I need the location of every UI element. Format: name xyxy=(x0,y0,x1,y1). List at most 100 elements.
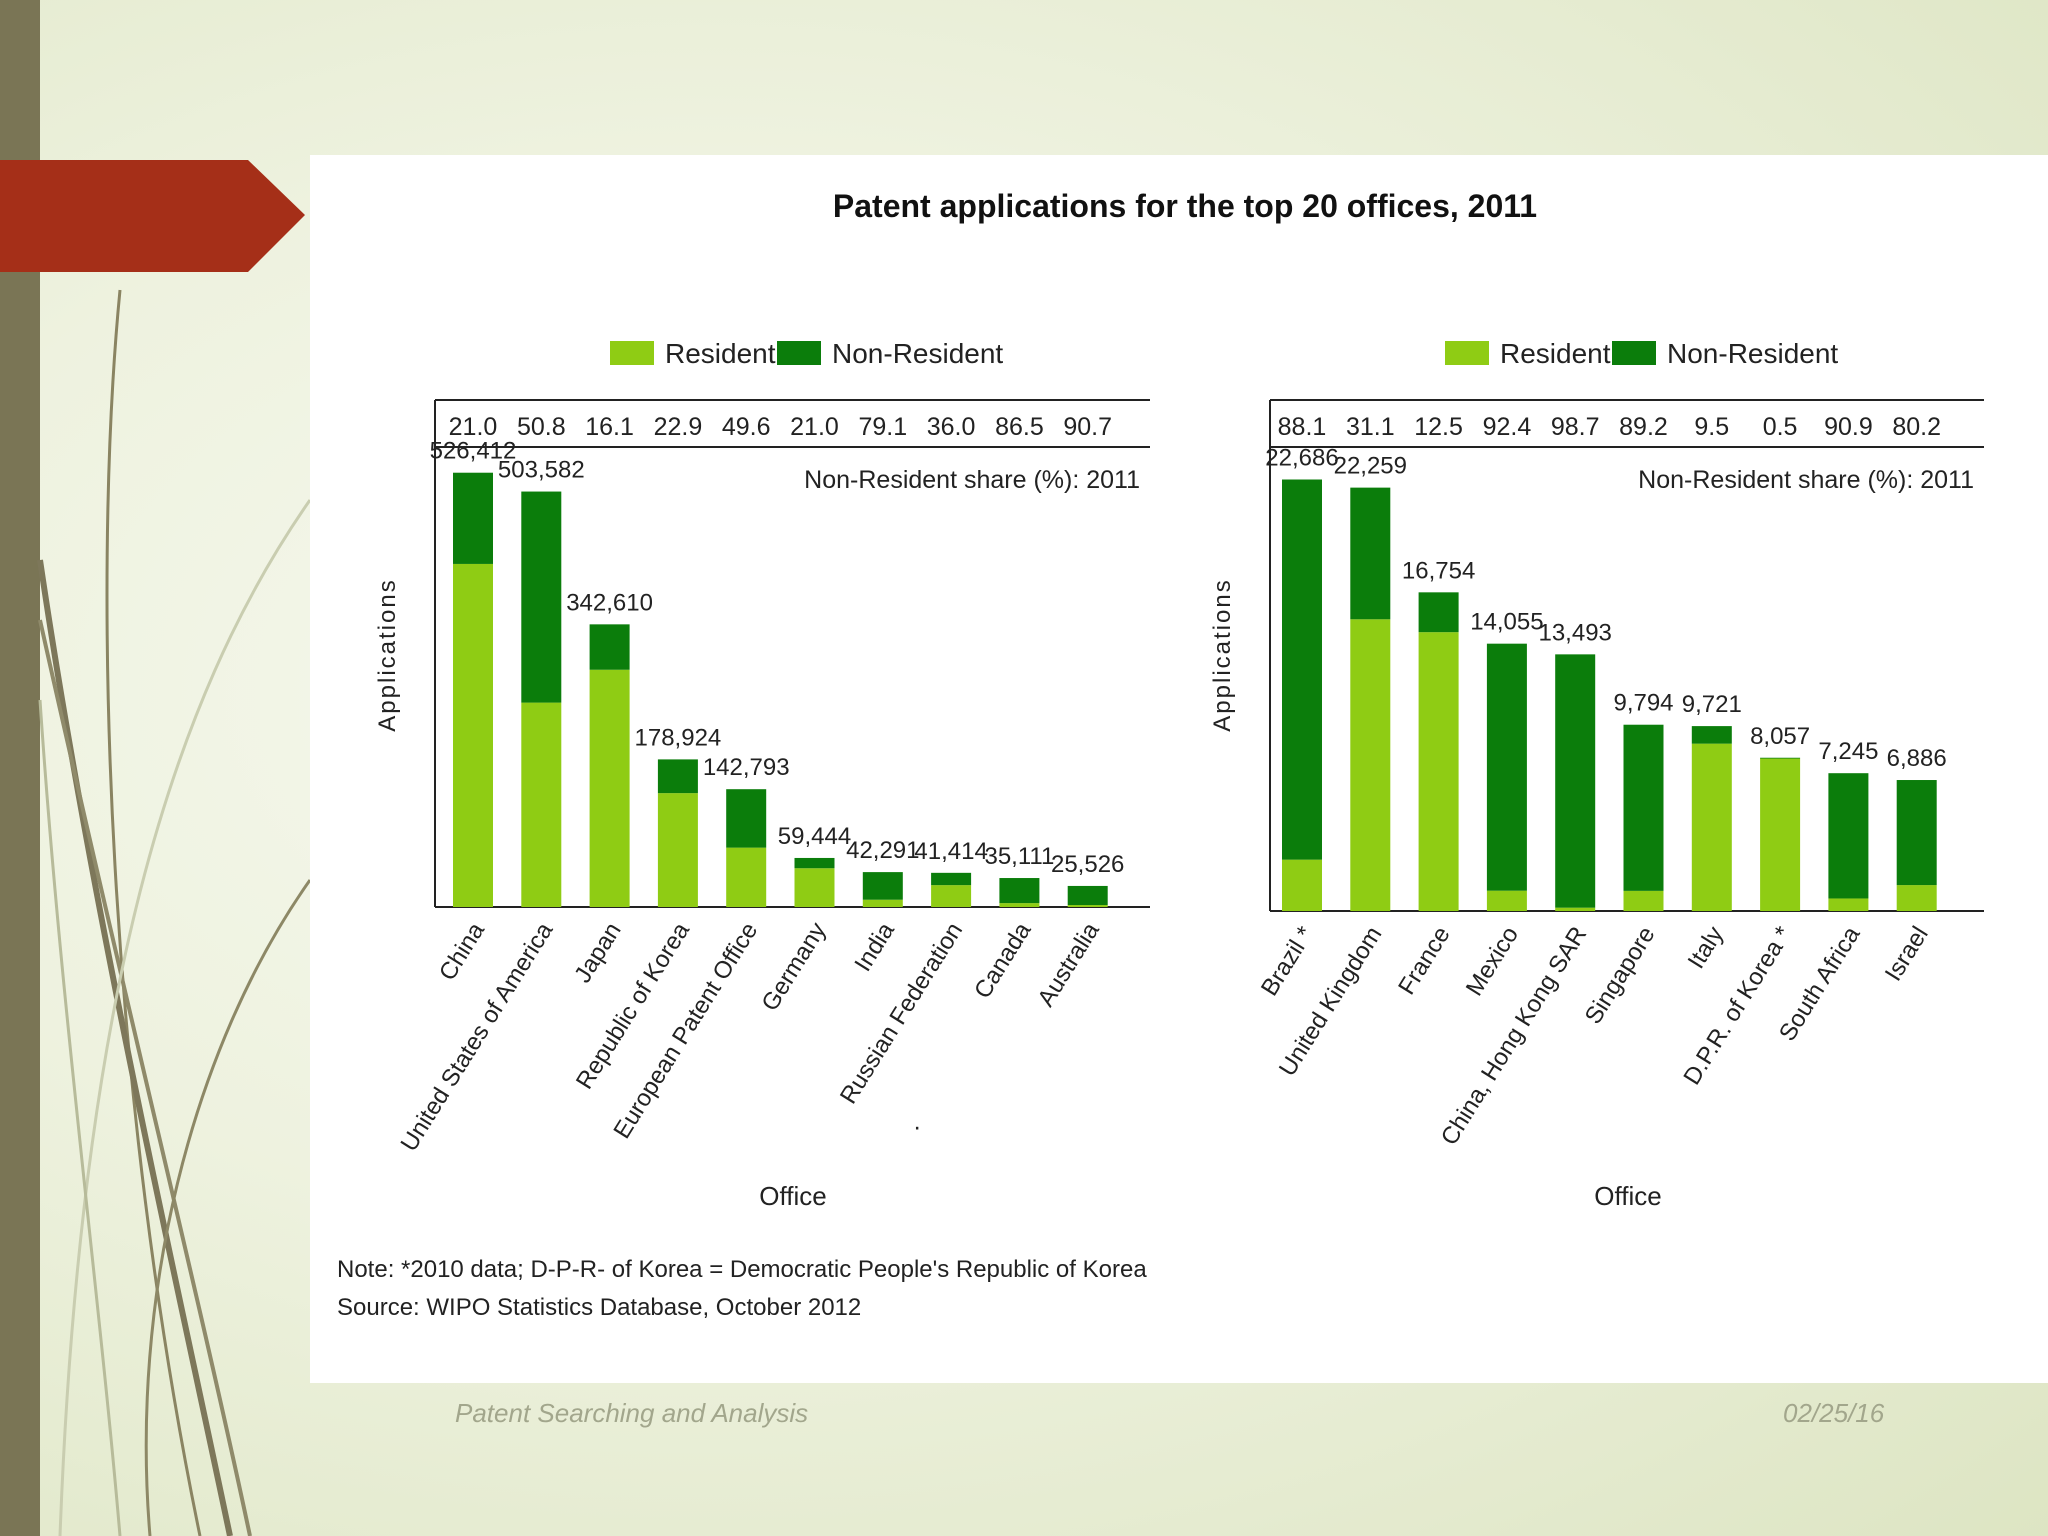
share-value: 80.2 xyxy=(1892,413,1941,441)
share-value: 9.5 xyxy=(1694,413,1729,441)
bar-resident xyxy=(1555,907,1596,911)
bar-resident xyxy=(862,899,903,907)
decor-curve xyxy=(38,699,122,1536)
bar-resident xyxy=(931,885,972,907)
bar-non-resident xyxy=(1418,592,1459,633)
share-value: 36.0 xyxy=(927,413,976,441)
bar-total-label: 9,721 xyxy=(1682,691,1742,718)
y-axis-small-mark: · xyxy=(913,1113,921,1141)
category-label: Japan xyxy=(569,918,627,988)
share-value: 92.4 xyxy=(1483,413,1532,441)
category-label: Australia xyxy=(1032,917,1105,1011)
decor-curve xyxy=(144,879,312,1536)
bar-non-resident xyxy=(1067,885,1108,906)
category-label: United States of America xyxy=(396,917,559,1156)
bar-resident xyxy=(1486,890,1527,911)
bar-resident xyxy=(1896,885,1937,911)
category-label: France xyxy=(1393,922,1455,1000)
category-label: Germany xyxy=(756,918,831,1016)
title-arrow xyxy=(0,160,305,272)
bar-non-resident xyxy=(1555,654,1596,908)
category-label: Brazil * xyxy=(1256,922,1319,1001)
bar-total-label: 25,526 xyxy=(1051,851,1124,878)
bar-non-resident xyxy=(862,872,903,900)
bar-resident xyxy=(521,702,562,907)
bar-total-label: 8,057 xyxy=(1750,723,1810,750)
share-value: 21.0 xyxy=(449,413,498,441)
category-label: Russian Federation xyxy=(835,918,968,1109)
figure-title: Patent applications for the top 20 offic… xyxy=(833,188,1537,224)
category-label: Mexico xyxy=(1461,922,1524,1001)
bar-total-label: 526,412 xyxy=(430,438,517,465)
share-value: 49.6 xyxy=(722,413,771,441)
share-row-label: Non-Resident share (%): 2011 xyxy=(804,466,1140,494)
share-value: 90.7 xyxy=(1063,413,1112,441)
share-value: 88.1 xyxy=(1278,413,1327,441)
share-value: 50.8 xyxy=(517,413,566,441)
decor-curve xyxy=(58,499,312,1536)
bar-resident xyxy=(999,903,1040,907)
bar-total-label: 9,794 xyxy=(1613,690,1673,717)
y-axis-title: Applications xyxy=(1209,578,1236,731)
category-label: India xyxy=(849,917,900,976)
category-label: Canada xyxy=(969,917,1037,1003)
category-label: Singapore xyxy=(1580,922,1661,1029)
y-axis-title: Applications xyxy=(374,578,401,731)
legend-label-resident: Resident xyxy=(1500,338,1611,369)
bar-non-resident xyxy=(1486,643,1527,891)
bar-non-resident xyxy=(1896,780,1937,886)
category-label: Italy xyxy=(1683,922,1729,974)
bar-non-resident xyxy=(1828,773,1869,899)
chart-top-offices-11-20: Resident Non-Resident Non-Resident share (… xyxy=(1209,338,1984,1211)
x-axis-title: Office xyxy=(1594,1181,1661,1211)
legend-swatch-non-resident xyxy=(777,341,821,365)
legend-label-non-resident: Non-Resident xyxy=(832,338,1003,369)
footer-date: 02/25/16 xyxy=(1783,1398,1885,1428)
bar-non-resident xyxy=(589,624,630,670)
bar-resident xyxy=(453,563,493,907)
bar-non-resident xyxy=(931,872,972,886)
share-value: 98.7 xyxy=(1551,413,1600,441)
bar-non-resident xyxy=(1282,479,1322,860)
bar-resident xyxy=(1418,632,1459,911)
bar-total-label: 342,610 xyxy=(566,589,653,616)
bar-resident xyxy=(1282,859,1322,911)
bar-total-label: 41,414 xyxy=(914,838,987,865)
bar-non-resident xyxy=(999,878,1040,904)
share-value: 12.5 xyxy=(1414,413,1463,441)
bar-total-label: 503,582 xyxy=(498,457,585,484)
bar-resident xyxy=(1691,743,1732,911)
bar-total-label: 178,924 xyxy=(635,724,722,751)
share-row-label: Non-Resident share (%): 2011 xyxy=(1638,466,1974,494)
legend-swatch-resident xyxy=(610,341,654,365)
share-value: 89.2 xyxy=(1619,413,1668,441)
bar-resident xyxy=(726,847,767,907)
bar-non-resident xyxy=(1691,726,1732,744)
figure-source: Source: WIPO Statistics Database, Octobe… xyxy=(337,1294,861,1321)
bar-total-label: 22,686 xyxy=(1265,445,1338,472)
bar-total-label: 16,754 xyxy=(1402,557,1475,584)
bar-non-resident xyxy=(794,857,835,869)
bar-non-resident xyxy=(1760,757,1801,759)
share-value: 86.5 xyxy=(995,413,1044,441)
bar-total-label: 59,444 xyxy=(778,823,851,850)
bar-total-label: 7,245 xyxy=(1818,738,1878,765)
bar-non-resident xyxy=(521,491,562,703)
x-axis-title: Office xyxy=(759,1181,826,1211)
footer-title: Patent Searching and Analysis xyxy=(455,1398,809,1428)
bar-total-label: 42,291 xyxy=(846,837,919,864)
share-value: 79.1 xyxy=(858,413,907,441)
share-value: 31.1 xyxy=(1346,413,1395,441)
bar-resident xyxy=(657,793,698,907)
bar-total-label: 13,493 xyxy=(1538,619,1611,646)
category-label: China, Hong Kong SAR xyxy=(1436,922,1593,1150)
bar-resident xyxy=(1623,890,1664,911)
share-value: 22.9 xyxy=(654,413,703,441)
legend-swatch-non-resident xyxy=(1612,341,1656,365)
category-label: Israel xyxy=(1880,922,1934,986)
share-value: 21.0 xyxy=(790,413,839,441)
bar-total-label: 14,055 xyxy=(1470,609,1543,636)
chart-panel: Patent applications for the top 20 offic… xyxy=(310,155,2048,1383)
legend-label-non-resident: Non-Resident xyxy=(1667,338,1838,369)
